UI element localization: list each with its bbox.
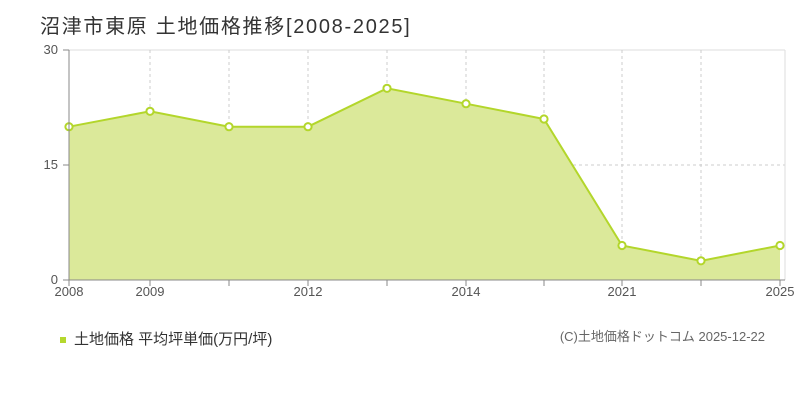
svg-text:15: 15 (44, 157, 58, 172)
svg-text:30: 30 (44, 42, 58, 57)
svg-text:2014: 2014 (452, 284, 481, 299)
svg-text:2025: 2025 (766, 284, 795, 299)
svg-text:2009: 2009 (136, 284, 165, 299)
svg-text:2008: 2008 (55, 284, 84, 299)
svg-text:2021: 2021 (608, 284, 637, 299)
svg-text:2012: 2012 (294, 284, 323, 299)
